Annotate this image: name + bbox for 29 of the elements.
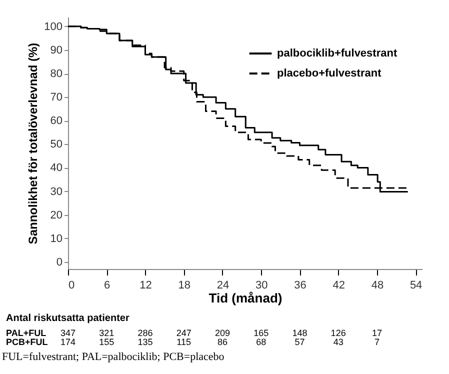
- y-tick-label: 20: [50, 209, 62, 222]
- x-tick-label: 6: [104, 280, 110, 292]
- legend-label: palbociklib+fulvestrant: [277, 48, 398, 60]
- y-tick-label: 70: [50, 92, 62, 104]
- y-tick-label: 100: [44, 20, 62, 33]
- y-tick-label: 0: [56, 256, 62, 268]
- x-tick-label: 48: [371, 280, 384, 292]
- x-tick-label: 30: [255, 280, 268, 292]
- text: PAL+FUL 347 321 286 247 209 165 148 126 17: [6, 328, 382, 338]
- x-tick-label: 54: [410, 280, 422, 292]
- x-tick-label: 0: [68, 280, 75, 292]
- y-tick-label: 40: [50, 162, 62, 174]
- x-tick-label: 12: [140, 280, 152, 292]
- y-tick-label: 30: [50, 186, 62, 198]
- text: Antal riskutsatta patienter: [6, 313, 130, 324]
- x-tick-label: 36: [294, 280, 306, 292]
- text: PCB+FUL 174 155 135 115 86 68 57 43 7: [6, 337, 380, 347]
- y-axis-title: Sannolikhet för totalöverlevnad (%): [26, 42, 40, 244]
- legend-label: placebo+fulvestrant: [277, 68, 382, 80]
- y-tick-label: 60: [50, 115, 62, 128]
- y-tick-label: 80: [50, 68, 62, 80]
- x-tick-label: 18: [178, 280, 190, 292]
- y-tick-label: 10: [50, 232, 62, 245]
- x-axis-title: Tid (månad): [208, 290, 282, 306]
- x-tick-label: 42: [332, 280, 345, 292]
- x-tick-label: 24: [216, 280, 230, 292]
- y-tick-label: 50: [50, 138, 62, 151]
- y-tick-label: 90: [50, 44, 62, 56]
- text: FUL=fulvestrant; PAL=palbociklib; PCB=placebo: [2, 351, 225, 363]
